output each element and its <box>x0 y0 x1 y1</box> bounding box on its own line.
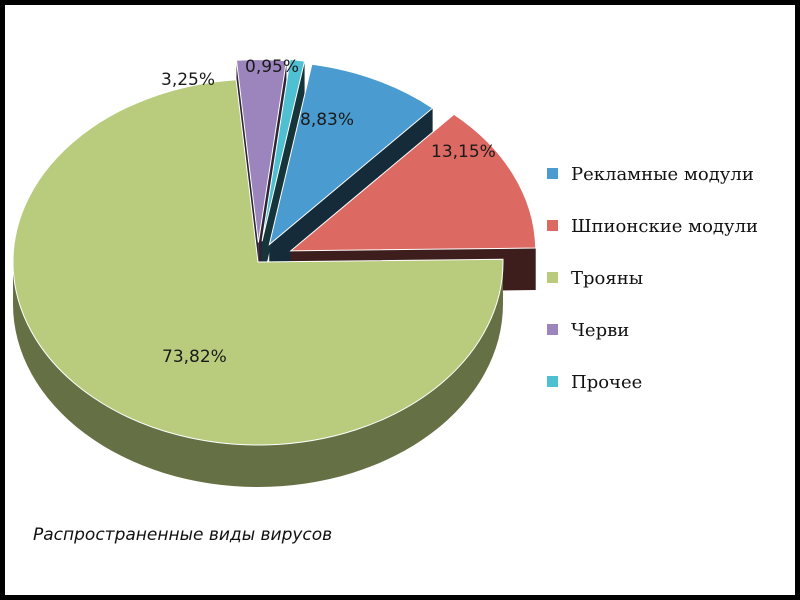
slice-5 <box>261 58 306 242</box>
legend-label-5: Прочее <box>571 372 642 393</box>
legend-swatch-4 <box>547 324 558 335</box>
data-label-4: 3,25% <box>161 70 215 90</box>
legend-swatch-3 <box>547 272 558 283</box>
slice-4 <box>235 59 287 243</box>
data-label-2: 13,15% <box>431 142 496 162</box>
legend-swatch-2 <box>547 220 558 231</box>
legend-label-3: Трояны <box>571 268 643 289</box>
legend-swatch-5 <box>547 376 558 387</box>
slice-side-3-wall-1 <box>13 262 503 487</box>
legend-label-2: Шпионские модули <box>571 216 758 237</box>
slice-side-5-end <box>262 61 305 284</box>
slice-1 <box>268 63 434 246</box>
slice-2 <box>289 113 537 252</box>
data-label-1: 8,83% <box>300 110 354 130</box>
legend-swatch-1 <box>547 168 558 179</box>
chart-caption: Распространенные виды вирусов <box>33 525 333 545</box>
data-label-5: 0,95% <box>245 57 299 77</box>
legend-label-1: Рекламные модули <box>571 164 754 185</box>
data-label-3: 73,82% <box>162 347 227 367</box>
legend-label-4: Черви <box>571 320 629 341</box>
slice-3 <box>12 79 504 446</box>
